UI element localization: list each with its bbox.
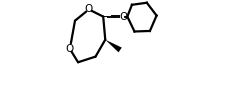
- Text: O: O: [85, 4, 93, 14]
- Polygon shape: [105, 40, 122, 52]
- Text: O: O: [66, 44, 74, 54]
- Text: O: O: [119, 12, 127, 22]
